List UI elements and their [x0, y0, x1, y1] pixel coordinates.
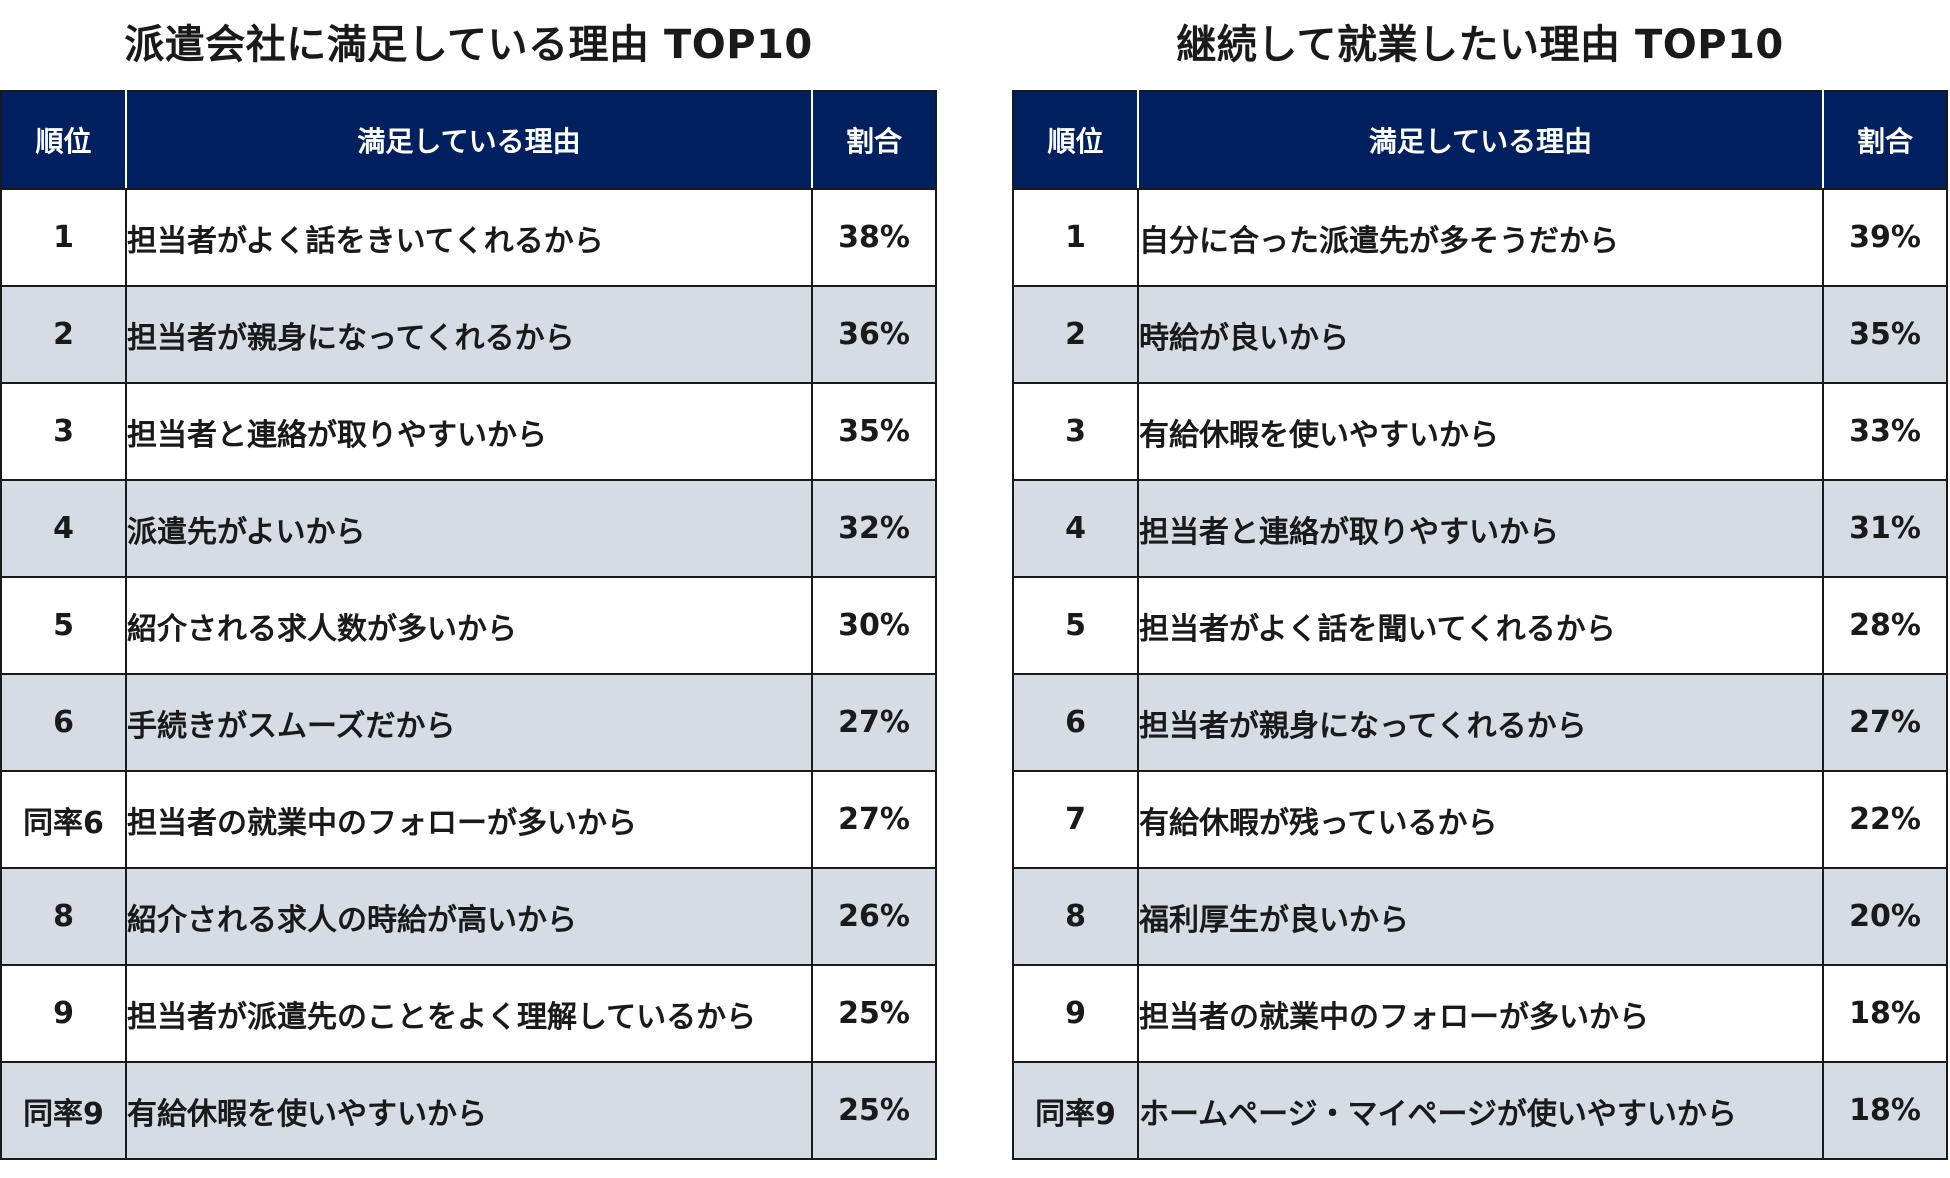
rank-cell: 8 [0, 867, 127, 966]
table-row: 8 福利厚生が良いから 20% [1012, 867, 1948, 966]
reason-column-header: 満足している理由 [125, 90, 813, 190]
reason-cell: 担当者が親身になってくれるから [1137, 673, 1824, 772]
percent-column-header: 割合 [1822, 90, 1948, 190]
rank-column-header: 順位 [0, 90, 127, 190]
percent-cell: 31% [1822, 479, 1948, 578]
reason-cell: 担当者と連絡が取りやすいから [125, 382, 813, 481]
rank-column-header: 順位 [1012, 90, 1139, 190]
rank-cell: 5 [0, 576, 127, 675]
left-header-row: 順位 満足している理由 割合 [0, 90, 937, 190]
left-table-title: 派遣会社に満足している理由 TOP10 [124, 22, 813, 68]
right-table-body: 1 自分に合った派遣先が多そうだから 39% 2 時給が良いから 35% 3 有給休暇を使いや… [1012, 188, 1948, 1160]
table-row: 9 担当者の就業中のフォローが多いから 18% [1012, 964, 1948, 1063]
percent-cell: 30% [811, 576, 937, 675]
reason-cell: 有給休暇が残っているから [1137, 770, 1824, 869]
table-row: 同率9 有給休暇を使いやすいから 25% [0, 1061, 937, 1160]
reason-cell: 時給が良いから [1137, 285, 1824, 384]
percent-cell: 26% [811, 867, 937, 966]
percent-cell: 25% [811, 964, 937, 1063]
rank-cell: 3 [1012, 382, 1139, 481]
reason-cell: ホームページ・マイページが使いやすいから [1137, 1061, 1824, 1160]
rank-cell: 同率9 [0, 1061, 127, 1160]
table-row: 4 担当者と連絡が取りやすいから 31% [1012, 479, 1948, 578]
reason-cell: 担当者が派遣先のことをよく理解しているから [125, 964, 813, 1063]
rank-cell: 9 [0, 964, 127, 1063]
table-row: 6 担当者が親身になってくれるから 27% [1012, 673, 1948, 772]
table-row: 5 紹介される求人数が多いから 30% [0, 576, 937, 675]
rank-cell: 6 [1012, 673, 1139, 772]
table-row: 同率6 担当者の就業中のフォローが多いから 27% [0, 770, 937, 869]
percent-cell: 27% [811, 673, 937, 772]
percent-cell: 27% [1822, 673, 1948, 772]
right-header-row: 順位 満足している理由 割合 [1012, 90, 1948, 190]
reason-cell: 担当者がよく話をきいてくれるから [125, 188, 813, 287]
percent-cell: 25% [811, 1061, 937, 1160]
table-row: 8 紹介される求人の時給が高いから 26% [0, 867, 937, 966]
reason-cell: 担当者が親身になってくれるから [125, 285, 813, 384]
percent-cell: 38% [811, 188, 937, 287]
percent-cell: 32% [811, 479, 937, 578]
right-panel: 継続して就業したい理由 TOP10 順位 満足している理由 割合 1 自分に合った… [1012, 0, 1948, 1160]
reason-cell: 担当者がよく話を聞いてくれるから [1137, 576, 1824, 675]
rank-cell: 7 [1012, 770, 1139, 869]
table-row: 1 自分に合った派遣先が多そうだから 39% [1012, 188, 1948, 287]
right-table-title: 継続して就業したい理由 TOP10 [1176, 22, 1784, 68]
rank-cell: 4 [1012, 479, 1139, 578]
reason-cell: 有給休暇を使いやすいから [125, 1061, 813, 1160]
percent-cell: 20% [1822, 867, 1948, 966]
rank-cell: 5 [1012, 576, 1139, 675]
reason-cell: 派遣先がよいから [125, 479, 813, 578]
reason-column-header: 満足している理由 [1137, 90, 1824, 190]
reason-cell: 有給休暇を使いやすいから [1137, 382, 1824, 481]
reason-cell: 紹介される求人の時給が高いから [125, 867, 813, 966]
rank-cell: 9 [1012, 964, 1139, 1063]
percent-column-header: 割合 [811, 90, 937, 190]
rank-cell: 4 [0, 479, 127, 578]
reason-cell: 紹介される求人数が多いから [125, 576, 813, 675]
table-row: 3 担当者と連絡が取りやすいから 35% [0, 382, 937, 481]
percent-cell: 36% [811, 285, 937, 384]
reason-cell: 自分に合った派遣先が多そうだから [1137, 188, 1824, 287]
reason-cell: 担当者の就業中のフォローが多いから [125, 770, 813, 869]
table-row: 7 有給休暇が残っているから 22% [1012, 770, 1948, 869]
percent-cell: 18% [1822, 964, 1948, 1063]
rank-cell: 1 [1012, 188, 1139, 287]
table-row: 2 時給が良いから 35% [1012, 285, 1948, 384]
percent-cell: 22% [1822, 770, 1948, 869]
percent-cell: 35% [811, 382, 937, 481]
rank-cell: 2 [1012, 285, 1139, 384]
reason-cell: 担当者の就業中のフォローが多いから [1137, 964, 1824, 1063]
rank-cell: 同率6 [0, 770, 127, 869]
table-row: 6 手続きがスムーズだから 27% [0, 673, 937, 772]
percent-cell: 35% [1822, 285, 1948, 384]
rank-cell: 1 [0, 188, 127, 287]
percent-cell: 39% [1822, 188, 1948, 287]
rank-cell: 8 [1012, 867, 1139, 966]
table-row: 5 担当者がよく話を聞いてくれるから 28% [1012, 576, 1948, 675]
rank-cell: 同率9 [1012, 1061, 1139, 1160]
rank-cell: 6 [0, 673, 127, 772]
percent-cell: 33% [1822, 382, 1948, 481]
reason-cell: 福利厚生が良いから [1137, 867, 1824, 966]
left-table-body: 1 担当者がよく話をきいてくれるから 38% 2 担当者が親身になってくれるから 36% 3… [0, 188, 937, 1160]
percent-cell: 28% [1822, 576, 1948, 675]
table-row: 9 担当者が派遣先のことをよく理解しているから 25% [0, 964, 937, 1063]
rank-cell: 2 [0, 285, 127, 384]
table-row: 4 派遣先がよいから 32% [0, 479, 937, 578]
percent-cell: 18% [1822, 1061, 1948, 1160]
table-row: 同率9 ホームページ・マイページが使いやすいから 18% [1012, 1061, 1948, 1160]
left-panel: 派遣会社に満足している理由 TOP10 順位 満足している理由 割合 1 担当者が… [0, 0, 937, 1160]
table-row: 3 有給休暇を使いやすいから 33% [1012, 382, 1948, 481]
reason-cell: 担当者と連絡が取りやすいから [1137, 479, 1824, 578]
table-row: 1 担当者がよく話をきいてくれるから 38% [0, 188, 937, 287]
left-ranking-table: 順位 満足している理由 割合 1 担当者がよく話をきいてくれるから 38% 2 担当者が… [0, 90, 937, 1160]
table-row: 2 担当者が親身になってくれるから 36% [0, 285, 937, 384]
percent-cell: 27% [811, 770, 937, 869]
rank-cell: 3 [0, 382, 127, 481]
right-ranking-table: 順位 満足している理由 割合 1 自分に合った派遣先が多そうだから 39% 2 時給が良… [1012, 90, 1948, 1160]
reason-cell: 手続きがスムーズだから [125, 673, 813, 772]
